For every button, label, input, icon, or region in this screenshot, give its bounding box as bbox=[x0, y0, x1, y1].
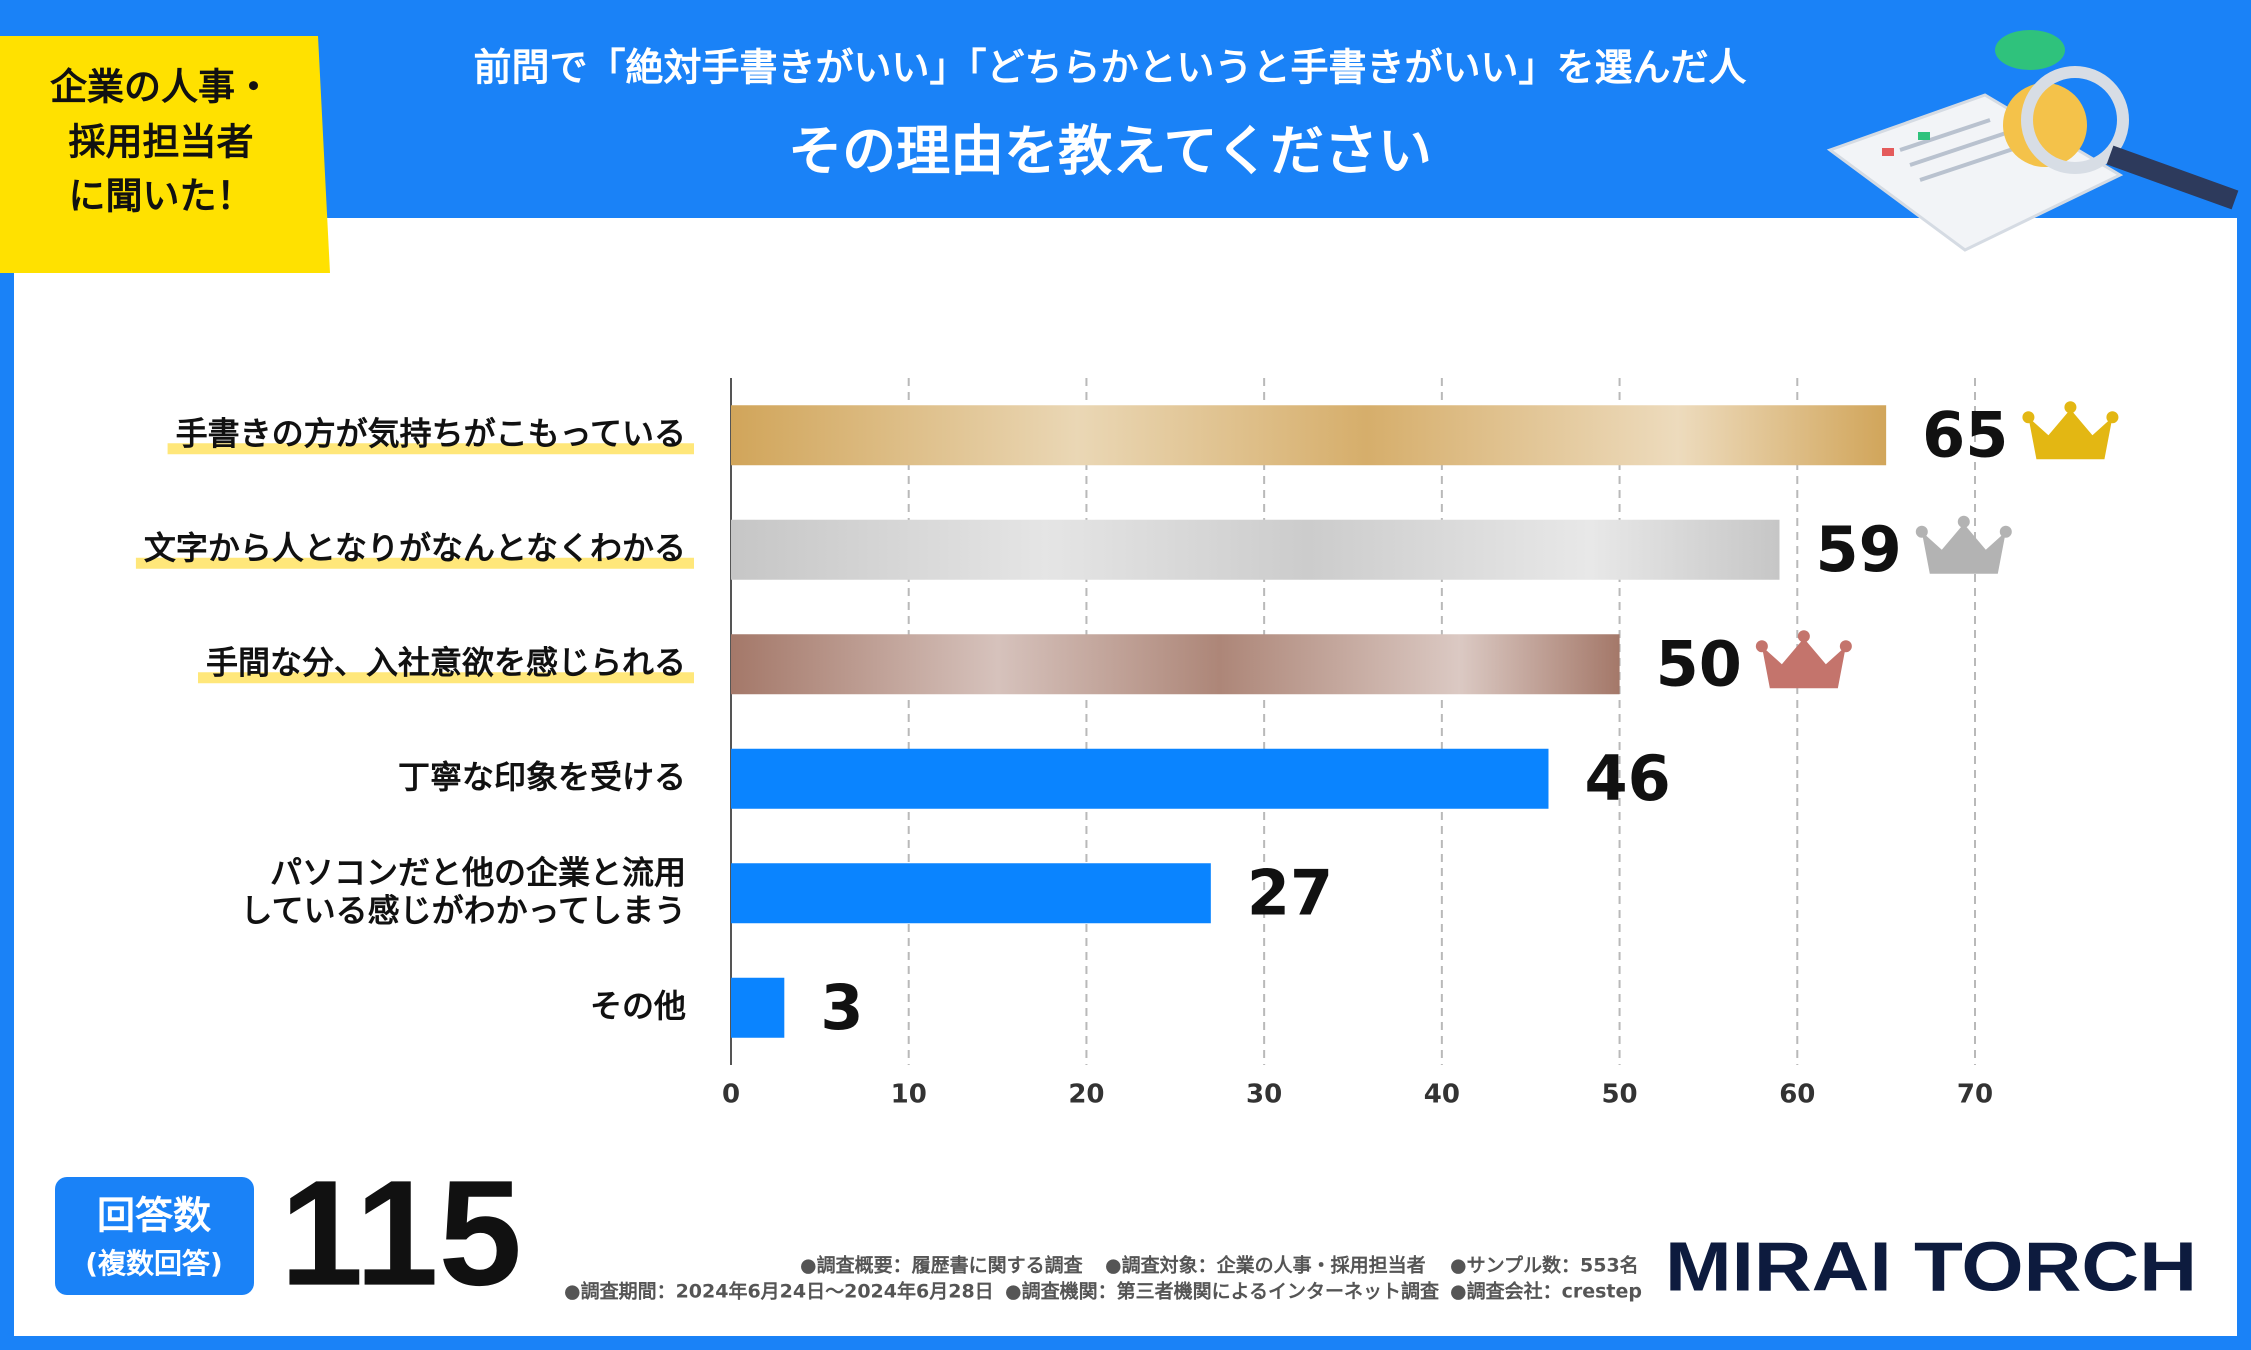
crown-dot bbox=[1915, 525, 1928, 538]
footnote: ●調査機関：第三者機関によるインターネット調査 bbox=[1005, 1280, 1440, 1303]
header: 前問で「絶対手書きがいい」「どちらかというと手書きがいい」を選んだ人その理由を教… bbox=[473, 46, 1746, 183]
response-count: 115 bbox=[280, 1149, 522, 1317]
value-label: 3 bbox=[820, 971, 863, 1044]
label-highlight bbox=[135, 557, 694, 569]
bar bbox=[731, 405, 1887, 466]
x-tick-label: 60 bbox=[1779, 1080, 1815, 1110]
footnote: ●調査概要：履歴書に関する調査 bbox=[800, 1254, 1084, 1277]
crown-dot bbox=[1839, 640, 1852, 653]
value-label: 65 bbox=[1922, 398, 2008, 471]
bar bbox=[731, 863, 1211, 924]
category-label: その他 bbox=[590, 987, 686, 1025]
response-label: 回答数 bbox=[97, 1194, 211, 1238]
crown bbox=[2028, 409, 2113, 460]
footnote: ●調査期間：2024年6月24日～2024年6月28日 bbox=[564, 1280, 994, 1303]
crown bbox=[1761, 638, 1846, 689]
category-label: パソコンだと他の企業と流用 bbox=[270, 853, 686, 891]
title: その理由を教えてください bbox=[788, 120, 1432, 183]
x-tick-label: 40 bbox=[1424, 1080, 1460, 1110]
x-tick-label: 20 bbox=[1068, 1080, 1104, 1110]
category-label: 手書きの方が気持ちがこもっている bbox=[176, 414, 686, 452]
crown bbox=[1921, 523, 2006, 574]
crown-dot bbox=[2022, 411, 2035, 424]
chart: 0 10 20 30 40 50 60 70 手書きの方が気持ちがこもっている 65 文字から人とな… bbox=[135, 378, 2119, 1110]
bar bbox=[731, 634, 1620, 695]
value-label: 46 bbox=[1584, 742, 1670, 815]
tag-line: 企業の人事・ bbox=[50, 66, 272, 109]
value-label: 27 bbox=[1247, 856, 1333, 929]
category-label: 丁寧な印象を受ける bbox=[398, 758, 686, 796]
bar bbox=[731, 977, 785, 1038]
logo: MIRAI TORCH bbox=[1665, 1227, 2197, 1305]
tag-box bbox=[0, 36, 330, 273]
category-label: している感じがわかってしまう bbox=[241, 891, 686, 929]
category-label: 文字から人となりがなんとなくわかる bbox=[144, 529, 686, 567]
x-tick-label: 10 bbox=[891, 1080, 927, 1110]
response-label: (複数回答) bbox=[85, 1247, 223, 1280]
crown-dot bbox=[2106, 411, 2119, 424]
footnote: ●調査会社：crestep bbox=[1450, 1280, 1642, 1303]
tag-line: 採用担当者 bbox=[69, 121, 254, 164]
bar bbox=[731, 519, 1780, 580]
response-box bbox=[55, 1177, 254, 1295]
value-label: 50 bbox=[1656, 627, 1742, 700]
label-highlight bbox=[167, 443, 694, 455]
category-label: 手間な分、入社意欲を感じられる bbox=[206, 643, 686, 681]
bottom: 回答数 (複数回答) 115 ●調査概要：履歴書に関する調査 ●調査対象：企業の人事・採… bbox=[85, 1149, 2197, 1317]
label-highlight bbox=[197, 672, 694, 684]
crown-dot bbox=[1797, 630, 1810, 643]
tag-line: に聞いた！ bbox=[69, 175, 254, 218]
crown-dot bbox=[1755, 640, 1768, 653]
footnote: ●サンプル数：553名 bbox=[1450, 1254, 1639, 1277]
x-tick-label: 50 bbox=[1601, 1080, 1637, 1110]
crown-dot bbox=[1999, 525, 2012, 538]
bar bbox=[731, 748, 1549, 809]
crown-dot bbox=[1957, 515, 1970, 528]
x-tick-label: 70 bbox=[1957, 1080, 1993, 1110]
x-tick-label: 0 bbox=[722, 1080, 740, 1110]
crown-dot bbox=[2064, 401, 2077, 414]
illustration bbox=[1826, 30, 2239, 252]
value-label: 59 bbox=[1816, 513, 1902, 586]
x-tick-label: 30 bbox=[1246, 1080, 1282, 1110]
footnote: ●調査対象：企業の人事・採用担当者 bbox=[1105, 1254, 1426, 1277]
title: 前問で「絶対手書きがいい」「どちらかというと手書きがいい」を選んだ人 bbox=[473, 46, 1746, 90]
